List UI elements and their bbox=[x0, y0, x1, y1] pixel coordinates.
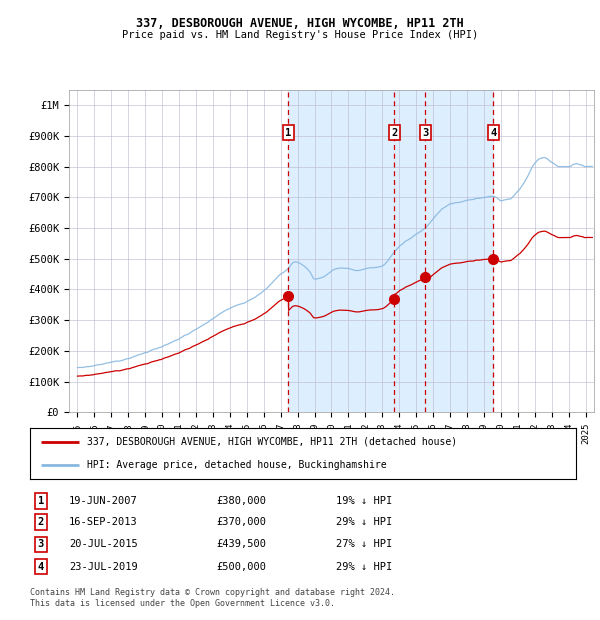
Text: £380,000: £380,000 bbox=[216, 496, 266, 506]
Text: HPI: Average price, detached house, Buckinghamshire: HPI: Average price, detached house, Buck… bbox=[88, 460, 387, 470]
Bar bbox=[289, 90, 493, 412]
Text: 19% ↓ HPI: 19% ↓ HPI bbox=[336, 496, 392, 506]
Text: 27% ↓ HPI: 27% ↓ HPI bbox=[336, 539, 392, 549]
Text: 337, DESBOROUGH AVENUE, HIGH WYCOMBE, HP11 2TH (detached house): 337, DESBOROUGH AVENUE, HIGH WYCOMBE, HP… bbox=[88, 436, 457, 446]
Text: £370,000: £370,000 bbox=[216, 517, 266, 527]
Text: Contains HM Land Registry data © Crown copyright and database right 2024.: Contains HM Land Registry data © Crown c… bbox=[30, 588, 395, 597]
Text: 19-JUN-2007: 19-JUN-2007 bbox=[69, 496, 138, 506]
Text: 20-JUL-2015: 20-JUL-2015 bbox=[69, 539, 138, 549]
Text: £500,000: £500,000 bbox=[216, 562, 266, 572]
Text: 337, DESBOROUGH AVENUE, HIGH WYCOMBE, HP11 2TH: 337, DESBOROUGH AVENUE, HIGH WYCOMBE, HP… bbox=[136, 17, 464, 30]
Text: 29% ↓ HPI: 29% ↓ HPI bbox=[336, 517, 392, 527]
Text: 23-JUL-2019: 23-JUL-2019 bbox=[69, 562, 138, 572]
Text: 2: 2 bbox=[38, 517, 44, 527]
Text: 1: 1 bbox=[38, 496, 44, 506]
Text: Price paid vs. HM Land Registry's House Price Index (HPI): Price paid vs. HM Land Registry's House … bbox=[122, 30, 478, 40]
Text: 2: 2 bbox=[391, 128, 397, 138]
Text: £439,500: £439,500 bbox=[216, 539, 266, 549]
Text: 4: 4 bbox=[38, 562, 44, 572]
Text: 16-SEP-2013: 16-SEP-2013 bbox=[69, 517, 138, 527]
Text: 1: 1 bbox=[286, 128, 292, 138]
Text: 4: 4 bbox=[490, 128, 497, 138]
Text: 3: 3 bbox=[422, 128, 428, 138]
Text: 29% ↓ HPI: 29% ↓ HPI bbox=[336, 562, 392, 572]
Text: 3: 3 bbox=[38, 539, 44, 549]
Text: This data is licensed under the Open Government Licence v3.0.: This data is licensed under the Open Gov… bbox=[30, 599, 335, 608]
